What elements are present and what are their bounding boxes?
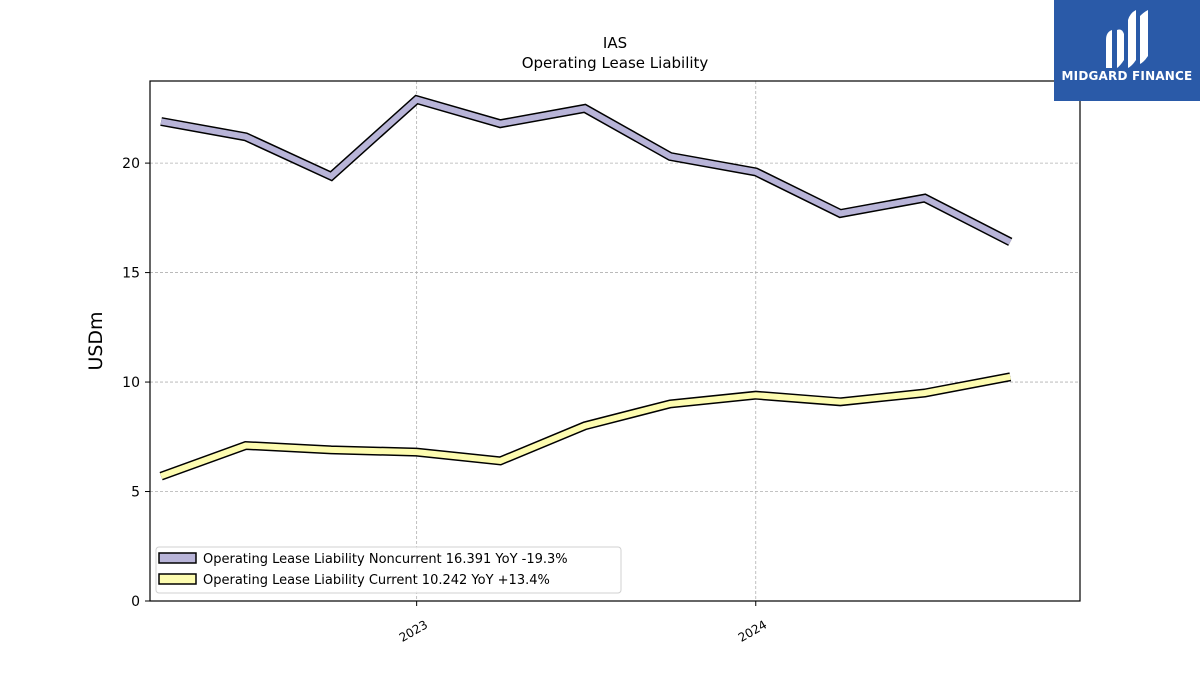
logo-text: MIDGARD FINANCE xyxy=(1061,69,1193,83)
y-tick-label: 0 xyxy=(131,594,140,610)
midgard-finance-logo: MIDGARD FINANCE xyxy=(1054,0,1200,101)
y-axis-label: USDm xyxy=(85,311,107,370)
legend-label-0: Operating Lease Liability Noncurrent 16.… xyxy=(203,552,568,567)
legend-label-1: Operating Lease Liability Current 10.242… xyxy=(203,573,550,588)
y-tick-label: 10 xyxy=(122,375,140,391)
legend-swatch-0 xyxy=(158,552,197,564)
midgard-m-icon xyxy=(1106,10,1148,68)
series-1-line xyxy=(160,373,1011,480)
y-tick-label: 5 xyxy=(131,485,140,501)
x-tick-label: 2023 xyxy=(397,617,430,644)
chart-title: IAS xyxy=(603,34,627,52)
legend-swatch-1 xyxy=(158,573,197,585)
chart-subtitle: Operating Lease Liability xyxy=(522,54,709,72)
x-tick-label: 2024 xyxy=(736,617,769,644)
y-tick-label: 20 xyxy=(122,156,140,172)
legend-box xyxy=(155,546,622,594)
plot-frame xyxy=(149,80,1081,602)
y-tick-label: 15 xyxy=(122,266,140,282)
series-0-line xyxy=(160,96,1012,245)
series-0-outline xyxy=(160,94,1013,246)
